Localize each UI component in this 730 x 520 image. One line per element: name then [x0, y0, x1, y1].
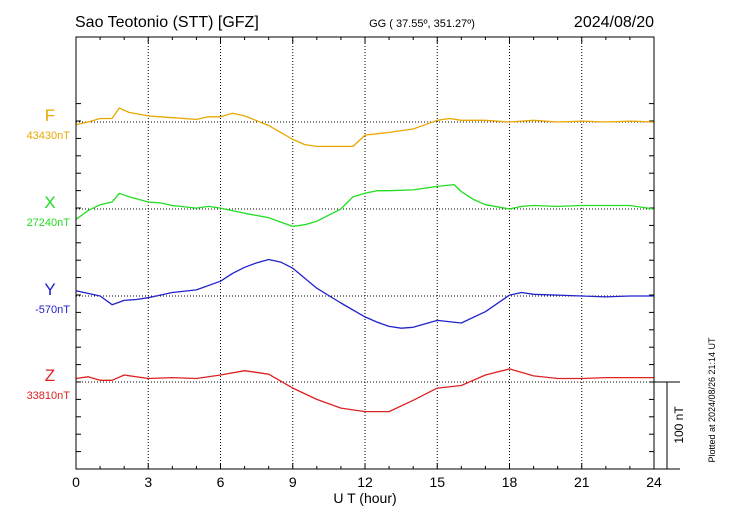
x-tick-label: 12 [357, 474, 373, 490]
scale-bar-label: 100 nT [672, 406, 686, 444]
station-title: Sao Teotonio (STT) [GFZ] [75, 14, 259, 31]
series-line-f [75, 107, 655, 148]
grid [76, 37, 654, 469]
series-labels: F 43430nT X 27240nT Y -570nT Z 33810nT [27, 106, 71, 402]
x-tick-label: 3 [144, 474, 152, 490]
series-name-f: F [45, 106, 55, 125]
series-name-x: X [44, 193, 55, 212]
x-tick-label: 0 [72, 474, 80, 490]
series-line-y [75, 258, 654, 329]
series-baseline-z: 33810nT [27, 390, 71, 402]
series-line-x [75, 183, 655, 228]
series-line-z [75, 368, 654, 413]
plotted-at-note: Plotted at 2024/08/26 21:14 UT [707, 337, 717, 463]
x-tick-label: 21 [574, 474, 590, 490]
series-baseline-y: -570nT [35, 304, 70, 316]
series-lines [75, 107, 655, 413]
x-tick-label: 15 [429, 474, 445, 490]
plot-frame [75, 36, 655, 470]
series-baseline-f: 43430nT [27, 130, 71, 142]
scale-bar [654, 381, 680, 470]
x-axis-label: U T (hour) [333, 490, 396, 506]
chart-date: 2024/08/20 [574, 14, 654, 31]
x-tick-label: 9 [289, 474, 297, 490]
series-name-z: Z [45, 366, 55, 385]
x-tick-labels: 0 3 6 9 12 15 18 21 24 [72, 474, 662, 490]
station-coordinates: GG ( 37.55º, 351.27º) [369, 18, 475, 30]
series-name-y: Y [44, 280, 55, 299]
x-tick-label: 6 [217, 474, 225, 490]
series-baseline-x: 27240nT [27, 217, 71, 229]
x-tick-label: 18 [502, 474, 518, 490]
x-tick-label: 24 [646, 474, 662, 490]
